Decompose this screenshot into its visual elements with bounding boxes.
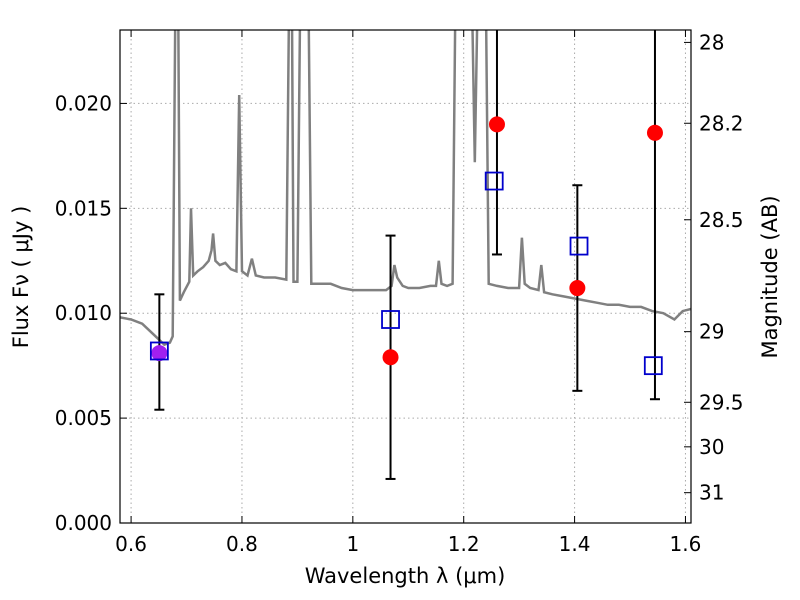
right-axis-ticks: 28 28.2 28.5 29 29.5 30 31 xyxy=(684,30,744,505)
right-tick-label: 28 xyxy=(699,30,724,54)
x-tick-label: 1.4 xyxy=(559,532,591,556)
model-spectrum-line xyxy=(120,30,691,347)
model-flux-point xyxy=(484,171,504,191)
y-tick-label: 0.020 xyxy=(55,91,112,115)
right-tick-label: 30 xyxy=(699,435,724,459)
right-tick-label: 28.2 xyxy=(699,111,744,135)
plot-frame xyxy=(119,29,692,524)
observed-point xyxy=(382,349,399,366)
y-tick-label: 0.005 xyxy=(55,406,112,430)
x-tick-label: 1.6 xyxy=(670,532,702,556)
model-flux-points xyxy=(149,171,663,376)
x-axis-label: Wavelength λ (μm) xyxy=(305,564,506,588)
observed-point xyxy=(151,345,168,362)
y-tick-label: 0.015 xyxy=(55,196,112,220)
model-flux-point xyxy=(643,356,663,376)
y-tick-label: 0.010 xyxy=(55,301,112,325)
model-flux-point xyxy=(381,310,400,329)
y-tick-label: 0.000 xyxy=(55,511,112,535)
model-flux-point xyxy=(569,236,589,256)
model-flux-point xyxy=(149,341,169,361)
right-tick-label: 28.5 xyxy=(699,208,744,232)
plot-area xyxy=(120,30,691,523)
observed-point xyxy=(646,124,663,141)
y-axis-label: Flux Fν ( μJy ) xyxy=(9,206,33,349)
observed-point xyxy=(488,116,505,133)
right-tick-label: 29 xyxy=(699,320,724,344)
plot-content xyxy=(120,30,691,480)
x-tick-label: 0.8 xyxy=(226,532,258,556)
observed-point xyxy=(569,280,586,297)
x-tick-label: 1.2 xyxy=(448,532,480,556)
x-axis-ticks: 0.6 0.8 1 1.2 1.4 1.6 xyxy=(115,30,701,556)
right-tick-label: 31 xyxy=(699,481,724,505)
x-tick-label: 0.6 xyxy=(115,532,147,556)
observed-points xyxy=(151,116,663,366)
right-tick-label: 29.5 xyxy=(699,390,744,414)
x-tick-label: 1 xyxy=(346,532,359,556)
right-axis-label: Magnitude (AB) xyxy=(758,195,782,358)
y-axis-ticks: 0.000 0.005 0.010 0.015 0.020 xyxy=(55,91,127,535)
